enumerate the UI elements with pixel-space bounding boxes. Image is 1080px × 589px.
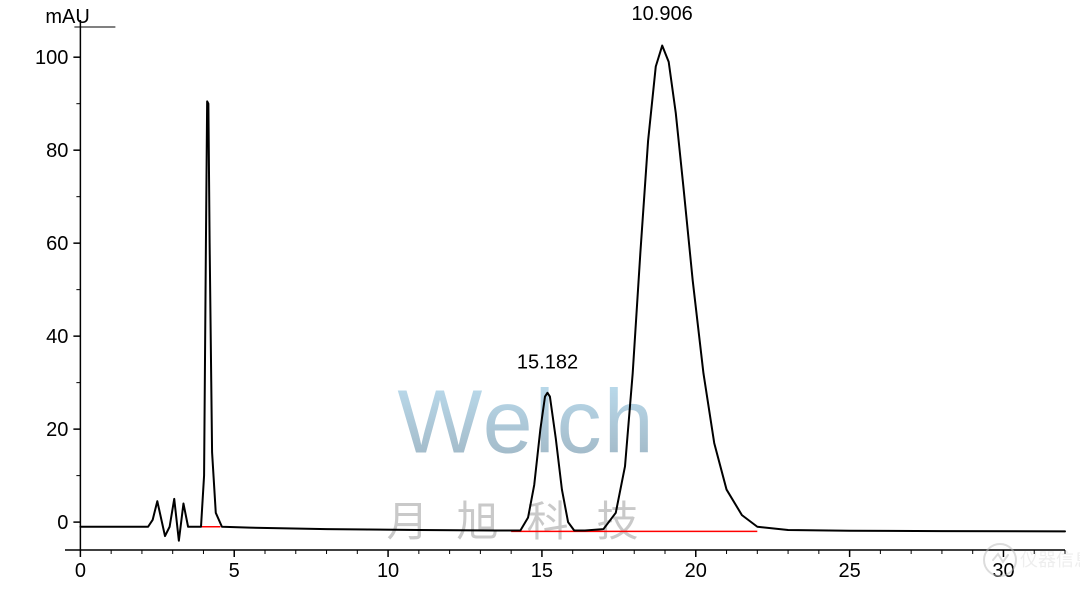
peak-label: 15.182 <box>517 352 578 374</box>
y-tick-label: 20 <box>46 419 68 441</box>
x-tick-label: 15 <box>531 560 553 582</box>
chromatogram-chart: Welch月旭科技020406080100051015202530mAU15.1… <box>0 0 1080 589</box>
y-tick-label: 40 <box>46 326 68 348</box>
y-tick-label: 100 <box>35 47 68 69</box>
y-tick-label: 80 <box>46 140 68 162</box>
corner-watermark-text: 仪器信息网 <box>1020 550 1080 570</box>
y-tick-label: 0 <box>57 512 68 534</box>
x-tick-label: 0 <box>75 560 86 582</box>
watermark-main-text: Welch <box>397 372 655 472</box>
peak-label: 10.906 <box>632 3 693 25</box>
y-tick-label: 60 <box>46 233 68 255</box>
x-tick-label: 25 <box>838 560 860 582</box>
y-axis-title: mAU <box>45 6 89 28</box>
x-tick-label: 5 <box>229 560 240 582</box>
x-tick-label: 10 <box>377 560 399 582</box>
x-tick-label: 20 <box>685 560 707 582</box>
chart-svg: Welch月旭科技020406080100051015202530mAU15.1… <box>0 0 1080 589</box>
